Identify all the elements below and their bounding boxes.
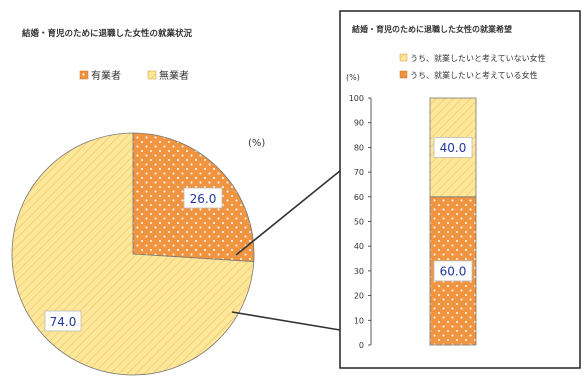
y-tick-label-1: 10: [354, 316, 364, 325]
bar-legend-label-0: うち、就業したいと考えていない女性: [410, 53, 546, 63]
bar-legend-item-1: うち、就業したいと考えている女性: [399, 70, 538, 80]
y-tick-label-8: 80: [354, 143, 364, 152]
y-tick-label-6: 60: [354, 193, 364, 202]
pie-legend-swatch-1: [147, 70, 157, 80]
bar-data-label-0-box: 60.0: [433, 260, 473, 282]
pie-legend-label-0: 有業者: [91, 69, 121, 82]
bar-legend-swatch-1: [399, 70, 408, 79]
pie-legend-swatch-0: [79, 70, 89, 80]
pie-data-label-1-box: 74.0: [44, 310, 82, 332]
y-tick-label-4: 40: [354, 242, 364, 251]
y-tick-label-5: 50: [354, 218, 364, 227]
pie-title: 結婚・育児のために退職した女性の就業状況: [22, 28, 193, 39]
pie-legend-label-1: 無業者: [159, 69, 189, 82]
bar-data-label-1-box: 40.0: [433, 136, 473, 158]
bar-legend-label-1: うち、就業したいと考えている女性: [410, 70, 538, 80]
pie-data-label-0-box: 26.0: [183, 187, 223, 209]
y-tick-label-0: 0: [359, 341, 364, 350]
y-ticks: 0 10 20 30 40 50 60 70 80 90 100: [349, 94, 371, 350]
y-tick-label-10: 100: [349, 94, 364, 103]
bar-title: 結婚・育児のために退職した女性の就業希望: [352, 24, 512, 34]
y-tick-label-9: 90: [354, 119, 364, 128]
bar-ylabel: (%): [346, 73, 360, 82]
pie-chart: 結婚・育児のために退職した女性の就業状況 有業者 無業者 (%) 26.0 74…: [11, 28, 265, 376]
y-tick-label-2: 20: [354, 292, 364, 301]
bar-data-label-1: 40.0: [440, 141, 467, 155]
bar-chart: 結婚・育児のために退職した女性の就業希望 うち、就業したいと考えていない女性 う…: [339, 10, 581, 369]
bar-legend: うち、就業したいと考えていない女性 うち、就業したいと考えている女性: [399, 53, 546, 80]
bar-legend-item-0: うち、就業したいと考えていない女性: [399, 53, 546, 63]
y-tick-label-3: 30: [354, 267, 364, 276]
bar-data-label-0: 60.0: [440, 264, 467, 278]
pie-data-label-0: 26.0: [190, 192, 217, 206]
pie-legend: 有業者 無業者: [79, 69, 189, 82]
pie-legend-item-0: 有業者: [79, 69, 121, 82]
pie-legend-item-1: 無業者: [147, 69, 189, 82]
pie-unit-label: (%): [248, 138, 265, 149]
pie-data-label-1: 74.0: [50, 315, 77, 329]
y-tick-label-7: 70: [354, 168, 364, 177]
bar-legend-swatch-0: [399, 53, 408, 62]
